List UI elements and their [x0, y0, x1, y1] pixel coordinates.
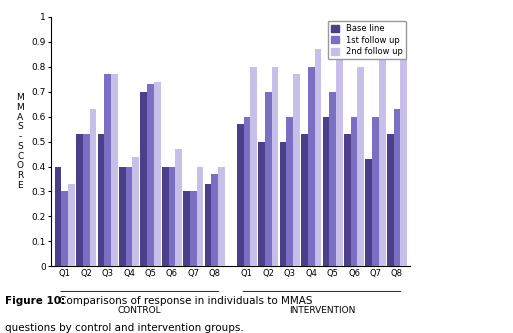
Bar [344, 134, 351, 266]
Legend: Base line, 1st follow up, 2nd follow up: Base line, 1st follow up, 2nd follow up [328, 21, 406, 60]
Bar [400, 49, 407, 266]
Bar [90, 109, 96, 266]
Bar [314, 49, 321, 266]
Bar [162, 166, 169, 266]
Bar [244, 117, 250, 266]
Bar [196, 166, 204, 266]
Bar [372, 117, 379, 266]
Bar [154, 82, 161, 266]
Bar [250, 67, 257, 266]
Text: CONTROL: CONTROL [118, 306, 162, 315]
Bar [169, 166, 175, 266]
Bar [237, 124, 244, 266]
Bar [190, 191, 196, 266]
Bar [104, 74, 111, 266]
Bar [336, 34, 343, 266]
Bar [126, 166, 132, 266]
Bar [365, 159, 372, 266]
Bar [62, 191, 68, 266]
Bar [286, 117, 293, 266]
Text: Figure 10:: Figure 10: [5, 296, 65, 306]
Bar [132, 157, 139, 266]
Bar [147, 84, 154, 266]
Bar [387, 134, 393, 266]
Bar [280, 142, 286, 266]
Bar [119, 166, 126, 266]
Bar [351, 117, 358, 266]
Bar [272, 67, 279, 266]
Text: Comparisons of response in individuals to MMAS: Comparisons of response in individuals t… [59, 296, 312, 306]
Bar [183, 191, 190, 266]
Bar [141, 92, 147, 266]
Bar [358, 67, 364, 266]
Bar [379, 34, 386, 266]
Bar [308, 67, 314, 266]
Bar [323, 117, 329, 266]
Bar [218, 166, 225, 266]
Bar [301, 134, 308, 266]
Bar [293, 74, 300, 266]
Bar [393, 109, 400, 266]
Text: questions by control and intervention groups.: questions by control and intervention gr… [5, 323, 244, 333]
Bar [205, 184, 211, 266]
Bar [76, 134, 83, 266]
Bar [68, 184, 75, 266]
Bar [55, 166, 62, 266]
Bar [111, 74, 117, 266]
Bar [211, 174, 218, 266]
Y-axis label: M
M
A
S
-
S
C
O
R
E: M M A S - S C O R E [16, 93, 24, 190]
Bar [258, 142, 265, 266]
Bar [97, 134, 104, 266]
Text: INTERVENTION: INTERVENTION [289, 306, 355, 315]
Bar [329, 92, 336, 266]
Bar [83, 134, 90, 266]
Bar [265, 92, 272, 266]
Bar [175, 149, 182, 266]
